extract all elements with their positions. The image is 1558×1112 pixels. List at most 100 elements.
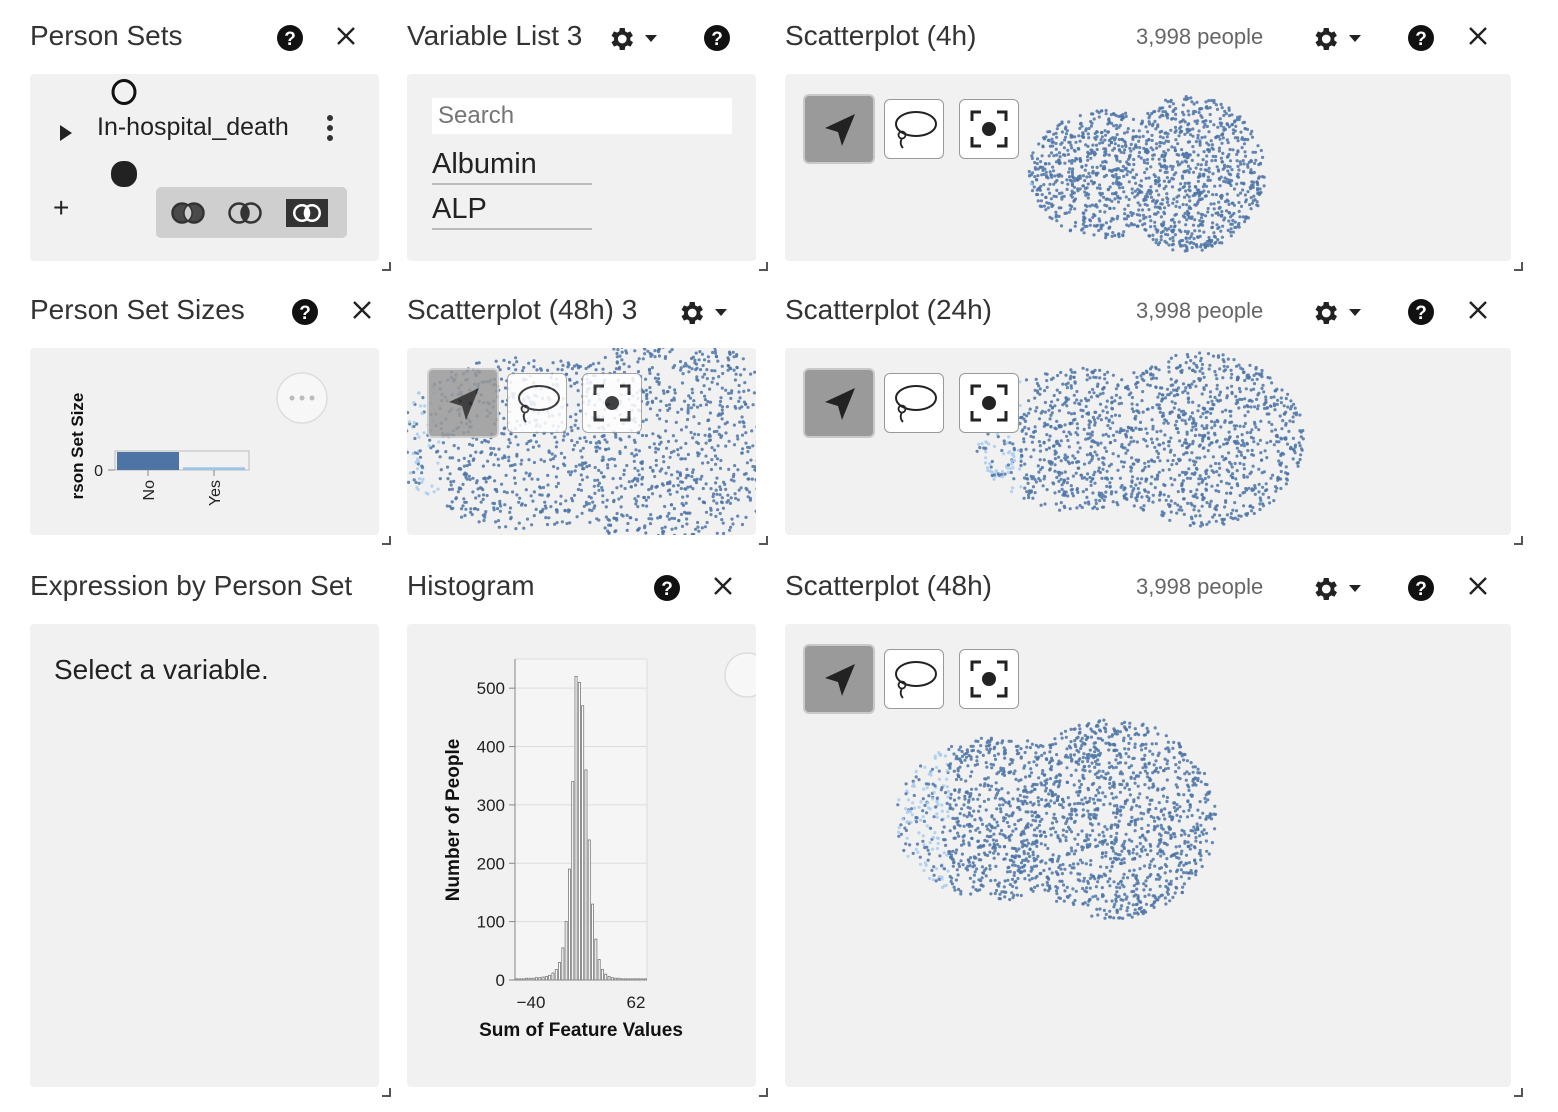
help-icon[interactable]: ? (653, 574, 681, 602)
data-point (1043, 474, 1047, 478)
gear-icon[interactable] (1310, 574, 1340, 604)
variable-item-albumin[interactable]: Albumin (432, 148, 592, 185)
lasso-tool-button[interactable] (884, 99, 944, 159)
data-point (1144, 477, 1148, 481)
data-point (420, 471, 424, 475)
more-icon[interactable] (276, 372, 328, 424)
data-point (562, 434, 566, 438)
complement-button[interactable] (286, 199, 328, 227)
close-icon[interactable] (334, 24, 358, 48)
data-point (684, 361, 688, 366)
data-point (573, 443, 577, 447)
help-icon[interactable]: ? (703, 24, 731, 52)
data-point (605, 440, 609, 444)
filled-set-icon[interactable] (109, 159, 139, 189)
data-point (614, 367, 618, 371)
recenter-button[interactable] (959, 99, 1019, 159)
close-icon[interactable] (350, 298, 374, 322)
close-icon[interactable] (1466, 298, 1490, 322)
scatterplot-points[interactable] (785, 74, 1511, 261)
resize-handle[interactable] (382, 1088, 391, 1097)
data-point (1000, 470, 1004, 474)
data-point (1221, 167, 1225, 171)
help-icon[interactable]: ? (1407, 298, 1435, 326)
data-point (1123, 212, 1127, 216)
help-icon[interactable]: ? (1407, 574, 1435, 602)
chevron-down-icon[interactable] (714, 308, 728, 318)
close-icon[interactable] (1466, 24, 1490, 48)
gear-icon[interactable] (676, 298, 706, 328)
pointer-tool-button[interactable] (803, 94, 875, 164)
data-point (1204, 839, 1208, 843)
data-point (1110, 396, 1114, 400)
data-point (570, 439, 574, 443)
data-point (729, 391, 733, 395)
gear-icon[interactable] (1310, 298, 1340, 328)
close-icon[interactable] (1466, 574, 1490, 598)
data-point (1125, 130, 1129, 134)
pointer-tool-button[interactable] (427, 368, 499, 438)
data-point (747, 477, 751, 481)
union-icon[interactable] (227, 201, 263, 225)
data-point (1139, 156, 1143, 160)
data-point (1044, 448, 1049, 452)
add-set-button[interactable]: + (53, 192, 70, 223)
recenter-button[interactable] (582, 373, 642, 433)
search-input[interactable] (432, 98, 732, 134)
expand-arrow-icon[interactable] (59, 124, 73, 142)
data-point (1030, 477, 1034, 481)
resize-handle[interactable] (759, 1088, 768, 1097)
data-point (1243, 421, 1247, 426)
data-point (1195, 100, 1199, 104)
resize-handle[interactable] (1514, 536, 1523, 545)
data-point (615, 511, 619, 516)
data-point (1132, 847, 1136, 852)
lasso-tool-button[interactable] (507, 373, 567, 433)
resize-handle[interactable] (759, 536, 768, 545)
chevron-down-icon[interactable] (644, 34, 658, 44)
resize-handle[interactable] (382, 262, 391, 271)
data-point (1211, 172, 1215, 176)
data-point (1206, 190, 1211, 194)
resize-handle[interactable] (759, 262, 768, 271)
help-icon[interactable]: ? (276, 24, 304, 52)
scatterplot-points[interactable] (785, 624, 1511, 1087)
chevron-down-icon[interactable] (1348, 34, 1362, 44)
gear-icon[interactable] (606, 24, 636, 54)
more-vertical-icon[interactable] (324, 113, 336, 143)
data-point (1087, 152, 1091, 156)
help-icon[interactable]: ? (1407, 24, 1435, 52)
empty-set-icon[interactable] (109, 77, 139, 107)
data-point (1071, 454, 1075, 458)
chevron-down-icon[interactable] (1348, 584, 1362, 594)
data-point (1202, 386, 1206, 390)
data-point (1097, 115, 1101, 119)
data-point (1007, 814, 1011, 818)
data-point (1067, 175, 1072, 179)
intersection-icon[interactable] (170, 201, 206, 225)
recenter-button[interactable] (959, 373, 1019, 433)
data-point (904, 828, 908, 833)
data-point (1129, 142, 1133, 146)
data-point (1190, 428, 1194, 432)
data-point (1204, 488, 1208, 492)
more-icon[interactable] (717, 650, 756, 700)
resize-handle[interactable] (1514, 262, 1523, 271)
pointer-tool-button[interactable] (803, 368, 875, 438)
chevron-down-icon[interactable] (1348, 308, 1362, 318)
data-point (554, 485, 559, 489)
data-point (592, 435, 597, 439)
lasso-tool-button[interactable] (884, 373, 944, 433)
data-point (615, 360, 619, 364)
variable-item-alp[interactable]: ALP (432, 193, 592, 230)
data-point (1219, 102, 1223, 106)
scatterplot-points[interactable] (785, 348, 1511, 535)
resize-handle[interactable] (382, 536, 391, 545)
help-icon[interactable]: ? (291, 298, 319, 326)
data-point (1098, 183, 1102, 187)
data-point (1100, 505, 1105, 509)
data-point (1113, 191, 1117, 196)
data-point (1242, 370, 1246, 374)
close-icon[interactable] (711, 574, 735, 598)
gear-icon[interactable] (1310, 24, 1340, 54)
